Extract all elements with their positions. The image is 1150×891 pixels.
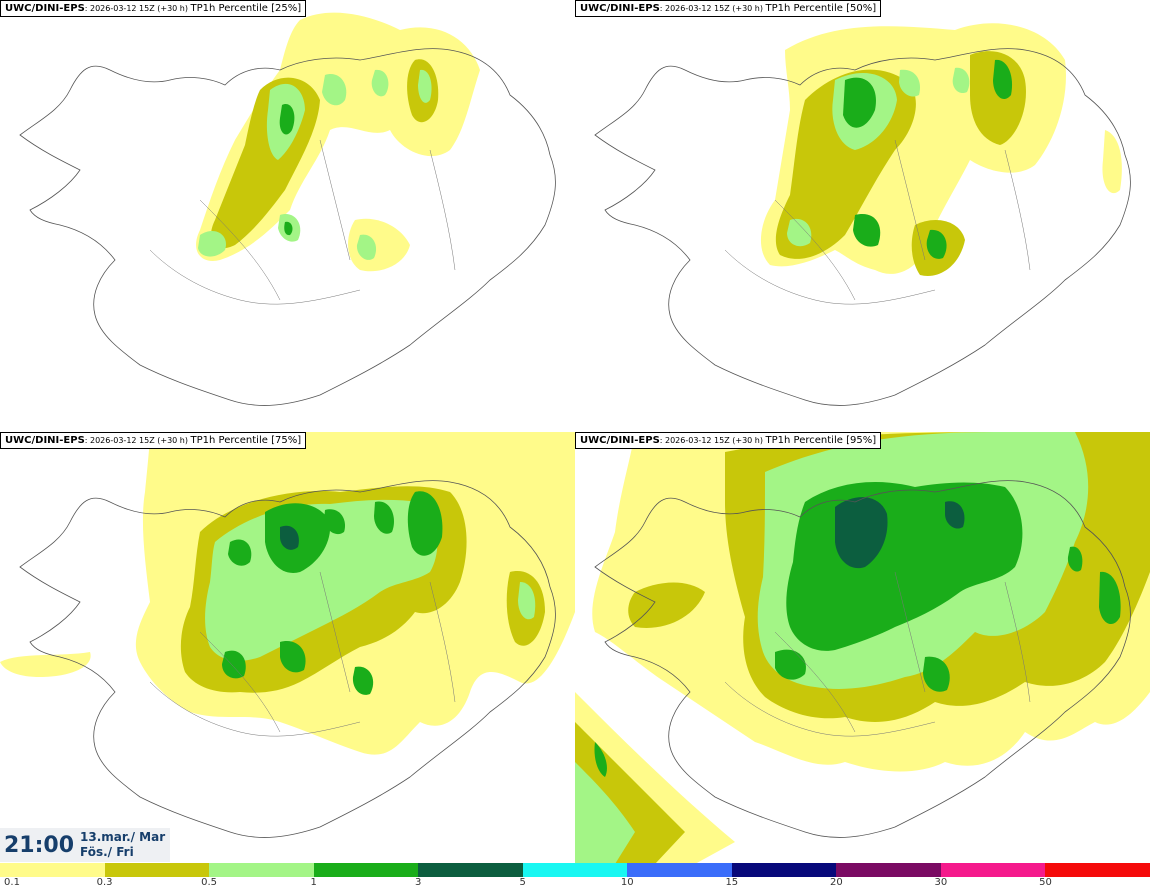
panel-run-meta: : 2026-03-12 15Z (+30 h)	[659, 4, 766, 13]
legend-label: 15	[725, 877, 739, 888]
panel-source: UWC/DINI-EPS	[5, 3, 85, 14]
legend-swatch	[209, 863, 314, 877]
legend-swatch	[940, 863, 1046, 877]
panel-source: UWC/DINI-EPS	[580, 435, 660, 446]
panel-title: UWC/DINI-EPS: 2026-03-12 15Z (+30 h) TP1…	[575, 432, 882, 449]
legend-label: 0.3	[96, 877, 113, 888]
panel-title: UWC/DINI-EPS: 2026-03-12 15Z (+30 h) TP1…	[0, 0, 307, 17]
panel-run-meta: : 2026-03-12 15Z (+30 h)	[84, 4, 191, 13]
precip-legend-labels: 0.1 0.3 0.5 1 3 5 10 15 20 30 50	[0, 877, 1150, 891]
panel-run-meta: : 2026-03-12 15Z (+30 h)	[659, 436, 766, 445]
legend-label: 0.1	[4, 877, 20, 888]
legend-swatch	[627, 863, 732, 877]
panel-percentile: TP1h Percentile [25%]	[190, 3, 302, 14]
panel-title: UWC/DINI-EPS: 2026-03-12 15Z (+30 h) TP1…	[575, 0, 882, 17]
panel-percentile: TP1h Percentile [95%]	[765, 435, 877, 446]
precip-map-p50	[594, 23, 1131, 406]
legend-label: 1	[310, 877, 317, 888]
legend-swatch	[731, 863, 837, 877]
map-panel-p25: UWC/DINI-EPS: 2026-03-12 15Z (+30 h) TP1…	[0, 0, 575, 432]
map-panel-p50: UWC/DINI-EPS: 2026-03-12 15Z (+30 h) TP1…	[575, 0, 1150, 432]
legend-swatch	[522, 863, 628, 877]
legend-label: 5	[519, 877, 526, 888]
panel-source: UWC/DINI-EPS	[580, 3, 660, 14]
legend-label: 30	[934, 877, 948, 888]
precip-map-p75	[0, 432, 575, 838]
map-panel-p75: UWC/DINI-EPS: 2026-03-12 15Z (+30 h) TP1…	[0, 432, 575, 864]
valid-time-clock: 21:00	[4, 833, 75, 858]
precip-color-legend	[0, 863, 1150, 877]
legend-swatch	[1045, 863, 1150, 877]
valid-time-day: Fös./ Fri	[80, 845, 134, 859]
legend-label: 50	[1039, 877, 1052, 888]
legend-label: 10	[620, 877, 634, 888]
valid-time-box: 21:00 13.mar./ Mar Fös./ Fri	[0, 828, 170, 862]
panel-source: UWC/DINI-EPS	[5, 435, 85, 446]
precip-map-p25	[19, 12, 556, 406]
legend-swatch	[0, 863, 105, 877]
legend-swatch	[418, 863, 523, 877]
legend-label: 3	[414, 877, 422, 888]
legend-swatch	[313, 863, 419, 877]
map-panel-p95: UWC/DINI-EPS: 2026-03-12 15Z (+30 h) TP1…	[575, 432, 1150, 864]
legend-swatch	[104, 863, 210, 877]
panel-title: UWC/DINI-EPS: 2026-03-12 15Z (+30 h) TP1…	[0, 432, 307, 449]
legend-swatch	[836, 863, 941, 877]
precip-map-p95	[575, 432, 1150, 864]
panel-percentile: TP1h Percentile [50%]	[765, 3, 877, 14]
valid-time-date: 13.mar./ Mar	[80, 830, 166, 844]
legend-label: 0.5	[201, 877, 218, 888]
legend-label: 20	[829, 877, 843, 888]
panel-run-meta: : 2026-03-12 15Z (+30 h)	[84, 436, 191, 445]
panel-percentile: TP1h Percentile [75%]	[190, 435, 302, 446]
